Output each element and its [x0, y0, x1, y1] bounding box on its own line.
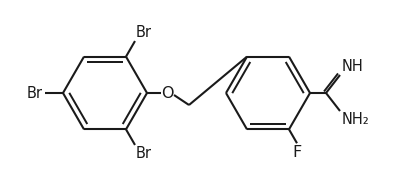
Text: F: F: [293, 145, 302, 160]
Text: Br: Br: [27, 86, 43, 101]
Text: NH₂: NH₂: [342, 112, 370, 127]
Text: Br: Br: [136, 146, 152, 161]
Text: Br: Br: [136, 25, 152, 40]
Text: NH: NH: [342, 59, 364, 74]
Text: O: O: [161, 86, 173, 101]
